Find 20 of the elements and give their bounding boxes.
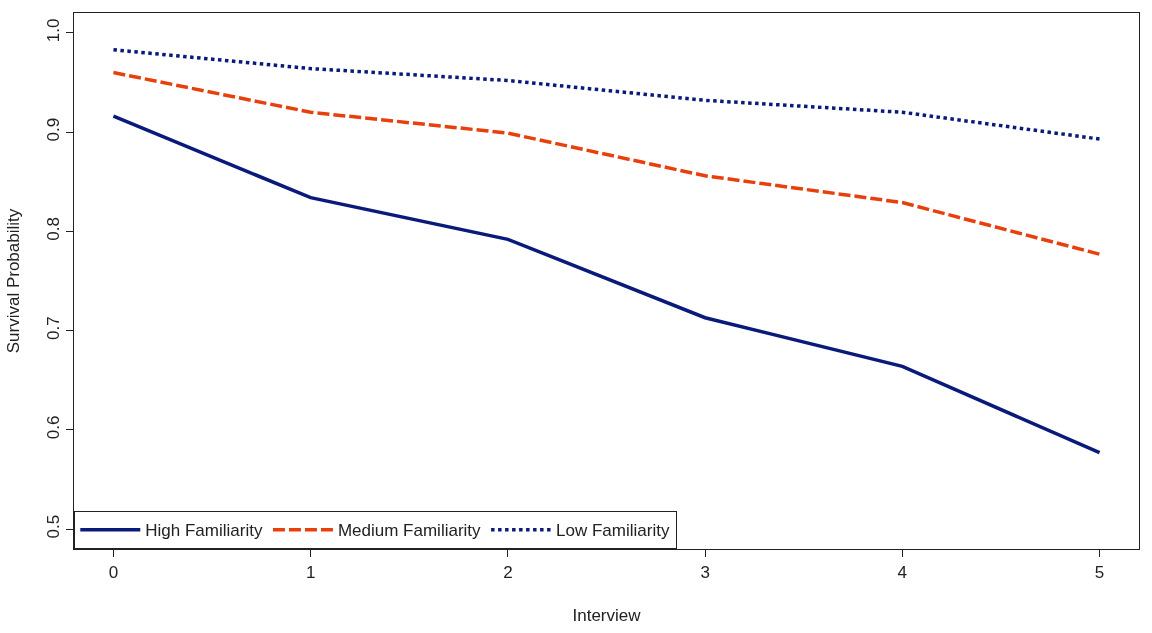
line-series xyxy=(111,47,1102,141)
line-series xyxy=(111,114,1102,455)
x-tick-label: 3 xyxy=(700,562,710,582)
x-tick-label: 1 xyxy=(305,562,316,582)
y-tick-label: 0.6 xyxy=(44,415,64,440)
y-tick-label: 0.5 xyxy=(44,514,64,539)
x-tick-label: 0 xyxy=(108,562,119,582)
y-tick-label: 0.9 xyxy=(44,117,64,142)
y-tick-label: 0.8 xyxy=(44,217,64,241)
x-tick-label: 5 xyxy=(1094,562,1105,582)
y-tick-label: 0.7 xyxy=(44,316,64,340)
legend-label: Low Familiarity xyxy=(556,521,670,541)
line-series xyxy=(111,70,1102,256)
y-axis-title: Survival Probability xyxy=(3,208,23,354)
legend-label: Medium Familiarity xyxy=(337,521,482,541)
legend-label: High Familiarity xyxy=(145,521,263,541)
x-tick-label: 4 xyxy=(897,562,908,582)
y-tick-label: 1.0 xyxy=(44,18,64,43)
x-tick-label: 2 xyxy=(503,562,513,582)
x-axis-title: Interview xyxy=(572,605,642,625)
